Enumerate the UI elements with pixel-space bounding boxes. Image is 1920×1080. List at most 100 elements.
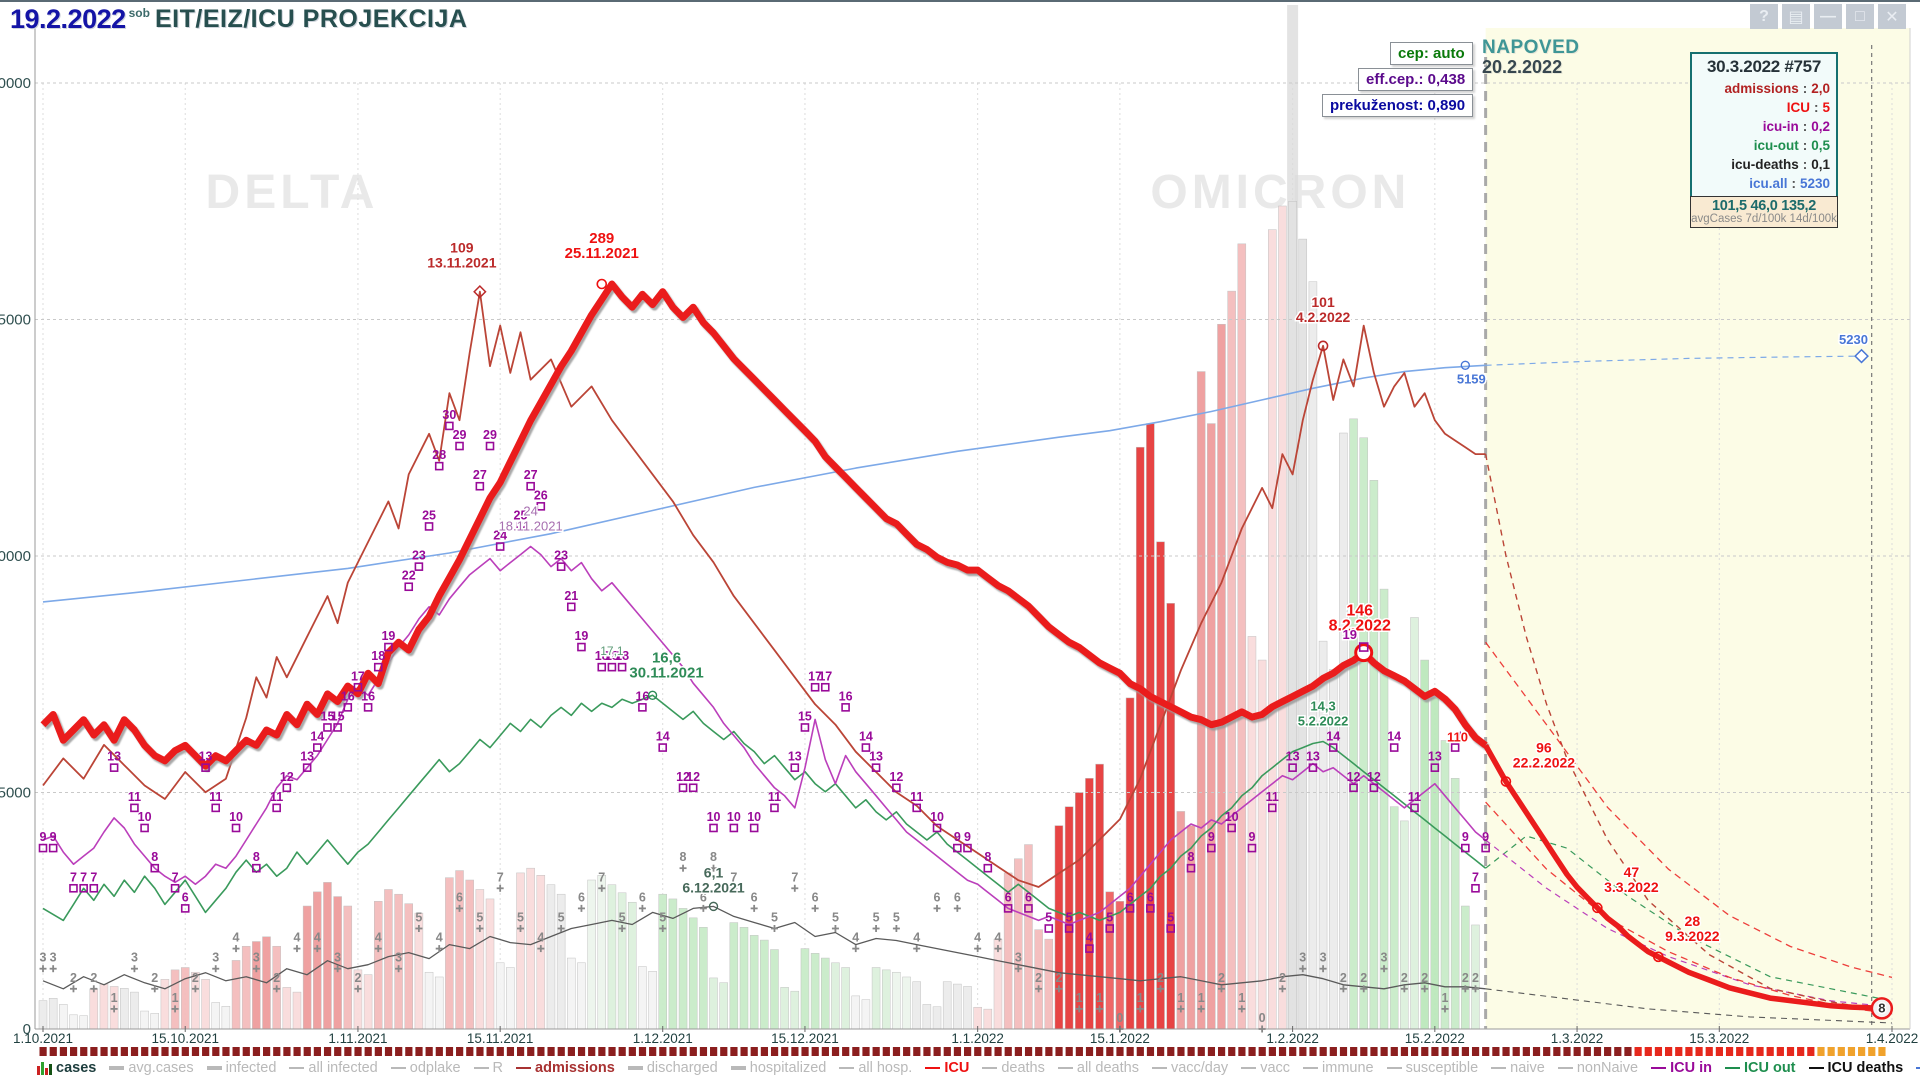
legend-line-icon — [1151, 1067, 1167, 1069]
legend-item-admissions[interactable]: admissions — [516, 1060, 615, 1076]
date-strip-square — [232, 1047, 240, 1056]
case-bar — [770, 949, 779, 1030]
point-value-label: 7 — [497, 870, 504, 884]
legend-line-icon — [473, 1067, 489, 1069]
point-value-label: 3 — [50, 951, 57, 965]
icu-in-marker — [1328, 743, 1338, 752]
legend-item-icu[interactable]: ICU — [925, 1060, 969, 1076]
series-icu_out-forecast — [1485, 835, 1893, 1002]
point-value-label: 18 — [371, 649, 385, 663]
date-strip-square — [1482, 1047, 1490, 1056]
point-value-label: 5 — [415, 910, 422, 924]
legend-item-r[interactable]: R — [473, 1060, 503, 1076]
legend-item-immune[interactable]: immune — [1303, 1060, 1374, 1076]
legend-item-cases[interactable]: cases — [37, 1060, 96, 1076]
legend-item-vacc-day[interactable]: vacc/day — [1151, 1060, 1228, 1076]
info-box-date: 30.3.2022 #757 — [1707, 57, 1821, 76]
point-value-label: 18 — [605, 649, 619, 663]
point-value-label: 11 — [270, 790, 283, 804]
legend-item-all-deaths[interactable]: all deaths — [1057, 1060, 1139, 1076]
x-axis-label: 15.1.2022 — [1090, 1031, 1150, 1046]
case-bar — [211, 1002, 220, 1030]
legend-item-susceptible[interactable]: susceptible — [1386, 1060, 1478, 1076]
case-bar — [1268, 229, 1277, 1030]
legend-item-deaths[interactable]: deaths — [982, 1060, 1045, 1076]
annotation-line: 101 — [1311, 294, 1335, 310]
cep-setting-box[interactable]: cep: auto — [1390, 42, 1473, 65]
date-strip-square — [516, 1047, 525, 1056]
legend-label: all hosp. — [858, 1060, 913, 1076]
legend-item-infected[interactable]: infected — [206, 1060, 276, 1076]
date-strip-square — [882, 1047, 890, 1056]
legend-label: nonNaive — [1576, 1060, 1639, 1076]
date-strip-square — [100, 1047, 108, 1056]
series-admissions-line — [42, 290, 1486, 888]
icu-in-marker — [556, 562, 566, 571]
help-button[interactable]: ? — [1750, 4, 1778, 29]
date-strip-square — [1858, 1047, 1866, 1056]
point-value-label: 1 — [1198, 991, 1205, 1005]
date-strip-square — [273, 1047, 281, 1056]
legend-item-all-hosp-[interactable]: all hosp. — [839, 1060, 912, 1076]
legend-item-avg-cases[interactable]: avg.cases — [109, 1060, 194, 1076]
close-button[interactable]: ✕ — [1878, 4, 1906, 29]
menu-button[interactable]: ▤ — [1782, 4, 1810, 29]
point-value-label: 2 — [192, 971, 199, 985]
point-value-label: 5 — [1106, 910, 1113, 924]
legend-item-naive[interactable]: naive — [1491, 1060, 1545, 1076]
icu-in-marker — [353, 682, 363, 692]
legend-label: all deaths — [1076, 1060, 1139, 1076]
icu-in-marker — [963, 843, 972, 853]
date-strip-square — [831, 1047, 840, 1056]
case-bar — [323, 882, 332, 1030]
annotation-line: 30.11.2021 — [629, 664, 703, 681]
legend-item-odplake[interactable]: odplake — [390, 1060, 461, 1076]
x-axis-label: 1.1.2022 — [951, 1031, 1004, 1046]
legend-item-hospitalized[interactable]: hospitalized — [730, 1060, 826, 1076]
legend-item-icu-in[interactable]: ICU in — [1651, 1060, 1712, 1076]
icu-in-marker — [871, 763, 881, 772]
prekuzenost-setting-box[interactable]: prekuženost: 0,890 — [1322, 94, 1474, 117]
date-strip-square — [689, 1047, 697, 1056]
point-value-label: 8 — [984, 850, 991, 864]
legend-line-icon — [925, 1067, 941, 1069]
icu-in-marker — [729, 823, 739, 833]
date-strip-square — [476, 1047, 484, 1056]
date-strip-square — [1096, 1047, 1104, 1056]
minimize-button[interactable]: — — [1814, 4, 1842, 29]
legend-item-icu-out[interactable]: ICU out — [1724, 1060, 1796, 1076]
legend-item-vacc[interactable]: vacc — [1241, 1060, 1290, 1076]
date-strip-square — [354, 1047, 362, 1056]
case-bar — [424, 971, 434, 1030]
case-bar — [1166, 603, 1175, 1030]
point-value-label: 5 — [558, 910, 565, 924]
legend-line-icon — [1724, 1067, 1740, 1069]
point-value-label: 3 — [1015, 951, 1022, 965]
legend-item-nonnaive[interactable]: nonNaive — [1557, 1060, 1639, 1076]
annotation-line: 5159 — [1457, 371, 1486, 386]
icu-in-marker — [1308, 763, 1318, 772]
info-row-icu.all: icu.all:5230 — [1749, 176, 1830, 191]
icu-in-marker — [1461, 843, 1470, 853]
date-strip-square — [1350, 1047, 1358, 1056]
annotation-marker — [1317, 340, 1329, 352]
date-strip-square — [1390, 1047, 1398, 1056]
point-value-label: 23 — [554, 549, 568, 563]
icu-in-marker — [790, 763, 800, 772]
maximize-button[interactable]: □ — [1846, 4, 1874, 29]
point-value-label: 8 — [710, 850, 717, 864]
icu-in-marker — [79, 883, 88, 893]
case-bar — [719, 982, 728, 1030]
icu-in-marker — [861, 743, 871, 752]
point-value-label: 9 — [1248, 830, 1255, 844]
point-value-label: 29 — [483, 428, 497, 442]
annotation-line: 110 — [1447, 729, 1468, 744]
legend-item-all-infected[interactable]: all infected — [289, 1060, 378, 1076]
icu-in-marker — [607, 662, 617, 672]
legend-item-discharged[interactable]: discharged — [627, 1060, 718, 1076]
legend-item-all-icu[interactable]: all ICU — [1916, 1060, 1920, 1076]
legend-item-icu-deaths[interactable]: ICU deaths — [1808, 1060, 1903, 1076]
eff-cep-setting-box[interactable]: eff.cep.: 0,438 — [1358, 68, 1474, 91]
